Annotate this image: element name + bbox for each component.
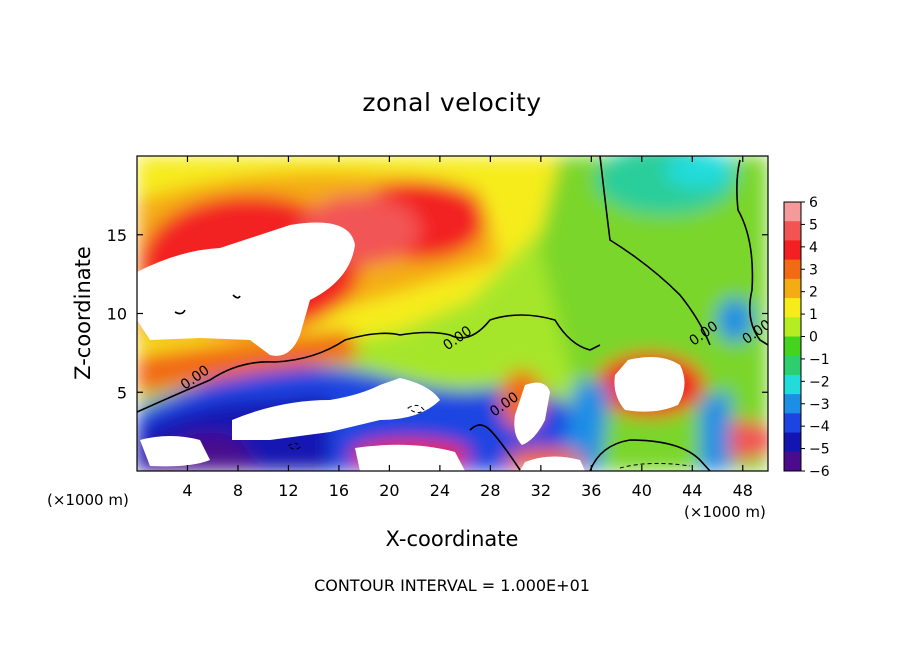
saturated-region <box>140 436 210 467</box>
x-tick-label: 12 <box>278 481 298 500</box>
negative-contours <box>287 404 691 469</box>
colorbar-swatch <box>784 278 801 299</box>
colorbar-label: −2 <box>809 374 830 390</box>
x-tick-label: 48 <box>733 481 753 500</box>
colorbar-label: −5 <box>809 442 830 458</box>
x-tick-label: 36 <box>581 481 601 500</box>
saturated-region <box>614 356 685 412</box>
x-tick-label: 32 <box>531 481 551 500</box>
x-tick-label: 20 <box>379 481 399 500</box>
colorbar-swatch <box>784 451 801 472</box>
colorbar-label: −1 <box>809 352 830 368</box>
colorbar-label: −6 <box>809 464 830 480</box>
contour-interval-note: CONTOUR INTERVAL = 1.000E+01 <box>314 576 590 595</box>
y-tick-label: 5 <box>117 383 127 402</box>
saturated-region <box>137 222 355 356</box>
colorbar-swatch <box>784 394 801 414</box>
saturated-region <box>355 444 465 471</box>
colorbar-label: −3 <box>809 397 830 413</box>
colorbar-label: 5 <box>809 217 818 233</box>
x-axis-label: X-coordinate <box>385 527 519 551</box>
colorbar-swatch <box>784 259 801 280</box>
x-tick-label: 44 <box>682 481 702 500</box>
colorbar-swatch <box>784 298 801 318</box>
saturated-region <box>514 382 550 445</box>
x-tick-label: 4 <box>182 481 192 500</box>
chart-title: zonal velocity <box>362 88 542 117</box>
colorbar-swatch <box>784 240 801 261</box>
x-tick-label: 24 <box>430 481 450 500</box>
colorbar-label: 1 <box>809 307 818 323</box>
x-tick-label: 16 <box>329 481 349 500</box>
colorbar-swatch <box>784 221 801 241</box>
colorbar-label: 6 <box>809 195 818 211</box>
colorbar-swatch <box>784 413 801 434</box>
colorbar-label: −4 <box>809 419 830 435</box>
colorbar-swatch <box>784 336 801 357</box>
x-unit-right: (×1000 m) <box>684 503 766 521</box>
colorbar-label: 0 <box>809 330 818 346</box>
y-axis: 5 10 15 <box>107 226 768 402</box>
heatmap-field: 0.000.000.000.00 0.00 <box>137 156 768 471</box>
colorbar-swatch <box>784 317 801 337</box>
x-tick-label: 28 <box>480 481 500 500</box>
colorbar-swatch <box>784 374 801 395</box>
zero-contours <box>137 156 768 471</box>
colorbar-label: 2 <box>809 285 818 301</box>
colorbar-swatch <box>784 432 801 453</box>
colorbar-label: 3 <box>809 262 818 278</box>
saturated-region <box>232 378 440 440</box>
y-axis-label: Z-coordinate <box>71 246 95 380</box>
x-unit-left: (×1000 m) <box>47 491 129 509</box>
colorbar: 6 5 4 3 2 1 0 −1 −2 −3 −4 −5 −6 <box>783 195 830 480</box>
saturated-region <box>520 456 585 471</box>
colorbar-swatch <box>784 355 801 376</box>
x-tick-label: 8 <box>233 481 243 500</box>
y-tick-label: 15 <box>107 226 127 245</box>
colorbar-swatch <box>784 202 801 222</box>
y-tick-label: 10 <box>107 305 127 324</box>
x-tick-label: 40 <box>632 481 652 500</box>
colorbar-label: 4 <box>809 240 818 256</box>
x-axis: 4 8 12 16 20 24 28 32 36 40 44 48 <box>182 156 753 500</box>
